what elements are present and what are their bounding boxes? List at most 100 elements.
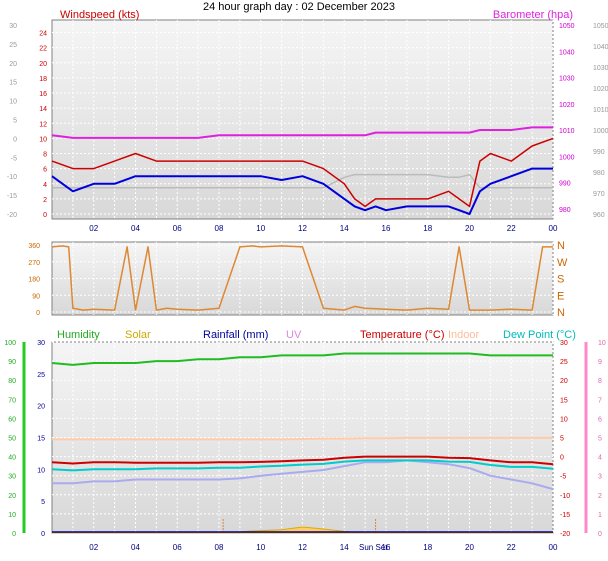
barometer-line — [51, 126, 553, 139]
barometer-tick-label: 1010 — [559, 128, 575, 135]
direction-tick-label: 180 — [28, 277, 40, 284]
windspeed-tick-label: 10 — [39, 136, 47, 143]
temperature-scale-tick-label: 10 — [9, 99, 17, 106]
temperature-tick-label: -10 — [560, 493, 570, 500]
rainfall-tick-label: 25 — [37, 372, 45, 379]
barometer-tick-label: 980 — [559, 207, 571, 214]
humidity-tick-label: 10 — [8, 512, 16, 519]
temperature-tick-label: 25 — [560, 359, 568, 366]
compass-label: N — [557, 240, 565, 252]
wind-panel-axes: 024681012141618202224-20-15-10-505101520… — [7, 23, 608, 233]
temperature-scale-tick-label: -10 — [7, 174, 17, 181]
secondary-scale-tick-label: 960 — [593, 212, 605, 219]
temperature-tick-label: 30 — [560, 340, 568, 347]
temperature-panel-series — [51, 352, 554, 534]
windspeed-tick-label: 6 — [43, 167, 47, 174]
temperature-tick-label: -5 — [560, 474, 566, 481]
x-tick-label: 06 — [173, 543, 182, 552]
temperature-scale-tick-label: 25 — [9, 42, 17, 49]
secondary-scale-tick-label: 980 — [593, 170, 605, 177]
uv-tick-label: 8 — [598, 378, 602, 385]
temperature-scale-tick-label: 20 — [9, 61, 17, 68]
x-tick-label: 16 — [382, 224, 391, 233]
rainfall-tick-label: 5 — [41, 499, 45, 506]
legend-rainfall: Rainfall (mm) — [203, 329, 268, 341]
uv-tick-label: 3 — [598, 474, 602, 481]
windspeed-tick-label: 0 — [43, 212, 47, 219]
uv-tick-label: 4 — [598, 455, 602, 462]
indoor-barometer-line — [52, 173, 553, 189]
uv-tick-label: 10 — [598, 340, 606, 347]
barometer-axis-label: Barometer (hpa) — [493, 9, 573, 21]
direction-panel-grid — [52, 242, 554, 315]
humidity-tick-label: 80 — [8, 378, 16, 385]
direction-tick-label: 360 — [28, 243, 40, 250]
x-tick-label: 22 — [507, 224, 516, 233]
legend-indoor: Indoor — [448, 329, 480, 341]
secondary-scale-tick-label: 1010 — [593, 107, 608, 114]
temperature-tick-label: 5 — [560, 436, 564, 443]
compass-label: S — [557, 274, 564, 286]
temperature-scale-tick-label: 5 — [13, 118, 17, 125]
barometer-tick-label: 1050 — [559, 23, 575, 30]
secondary-scale-tick-label: 990 — [593, 149, 605, 156]
uv-tick-label: 9 — [598, 359, 602, 366]
compass-label: N — [557, 307, 565, 319]
temperature-scale-tick-label: -20 — [7, 212, 17, 219]
uv-tick-label: 7 — [598, 397, 602, 404]
x-tick-label: 12 — [298, 543, 307, 552]
x-tick-label: 16 — [382, 543, 391, 552]
x-tick-label: 04 — [131, 543, 140, 552]
windspeed-tick-label: 18 — [39, 76, 47, 83]
temperature-panel-axes: 0102030405060708090100051015202530-20-15… — [4, 340, 606, 552]
temperature-tick-label: 0 — [560, 455, 564, 462]
direction-panel-series — [51, 245, 553, 311]
temperature-line — [51, 455, 554, 466]
uv-tick-label: 6 — [598, 416, 602, 423]
wind-gust-line — [51, 137, 554, 208]
temperature-tick-label: 15 — [560, 397, 568, 404]
secondary-scale-tick-label: 1050 — [593, 23, 608, 30]
barometer-tick-label: 1030 — [559, 76, 575, 83]
humidity-tick-label: 50 — [8, 436, 16, 443]
humidity-tick-label: 30 — [8, 474, 16, 481]
x-tick-label: 14 — [340, 543, 349, 552]
windspeed-tick-label: 2 — [43, 197, 47, 204]
barometer-tick-label: 990 — [559, 181, 571, 188]
x-tick-label: 18 — [423, 224, 432, 233]
x-tick-label: 18 — [423, 543, 432, 552]
x-tick-label: 04 — [131, 224, 140, 233]
humidity-tick-label: 20 — [8, 493, 16, 500]
temperature-tick-label: 20 — [560, 378, 568, 385]
humidity-tick-label: 0 — [12, 531, 16, 538]
x-tick-label: 10 — [256, 543, 265, 552]
windspeed-tick-label: 8 — [43, 152, 47, 159]
uv-tick-label: 1 — [598, 512, 602, 519]
solar-area — [52, 526, 553, 534]
x-tick-label: 20 — [465, 224, 474, 233]
humidity-tick-label: 100 — [4, 340, 16, 347]
chart-title: 24 hour graph day : 02 December 2023 — [203, 1, 395, 13]
wind-panel-series — [51, 126, 554, 215]
legend-dew-point: Dew Point (°C) — [503, 329, 576, 341]
temperature-scale-tick-label: -15 — [7, 193, 17, 200]
direction-tick-label: 90 — [32, 293, 40, 300]
x-tick-label: 00 — [549, 543, 558, 552]
x-tick-label: 08 — [215, 224, 224, 233]
windspeed-tick-label: 16 — [39, 91, 47, 98]
x-tick-label: 06 — [173, 224, 182, 233]
compass-label: E — [557, 290, 564, 302]
x-tick-label: 08 — [215, 543, 224, 552]
secondary-scale-tick-label: 1030 — [593, 65, 608, 72]
temperature-scale-tick-label: -5 — [11, 155, 17, 162]
legend-humidity: Humidity — [57, 329, 100, 341]
rainfall-tick-label: 0 — [41, 531, 45, 538]
rainfall-tick-label: 30 — [37, 340, 45, 347]
humidity-tick-label: 90 — [8, 359, 16, 366]
humidity-tick-label: 70 — [8, 397, 16, 404]
temperature-scale-tick-label: 15 — [9, 80, 17, 87]
dew-point-line — [51, 459, 554, 472]
secondary-scale-tick-label: 970 — [593, 191, 605, 198]
temperature-scale-tick-label: 30 — [9, 23, 17, 30]
